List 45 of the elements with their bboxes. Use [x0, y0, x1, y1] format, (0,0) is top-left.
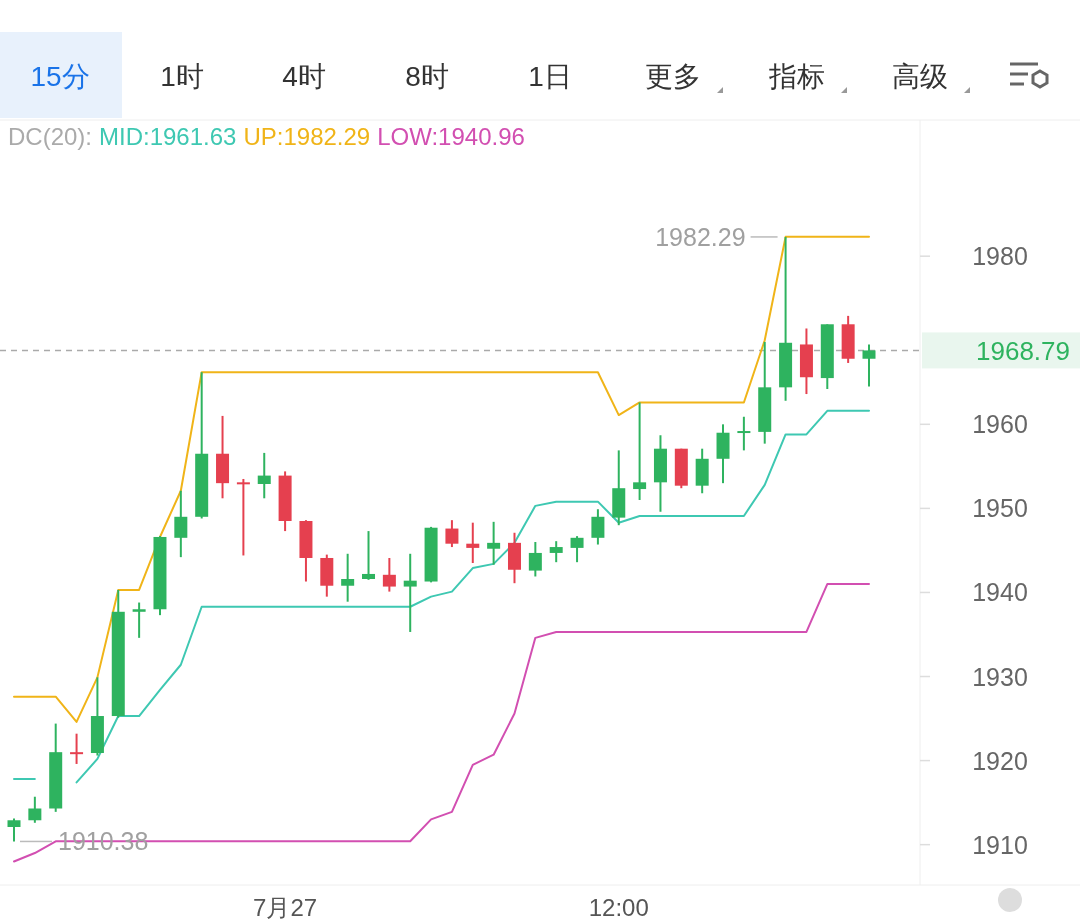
- candlestick: [132, 601, 146, 639]
- candlestick: [382, 556, 396, 593]
- candlestick: [7, 817, 21, 843]
- text: 1日: [528, 61, 572, 92]
- candlestick: [403, 552, 417, 633]
- text: LOW:1940.96: [377, 123, 525, 150]
- y-tick-label: 1940: [972, 578, 1028, 607]
- text: 4时: [282, 61, 326, 92]
- y-tick-label: 1930: [972, 662, 1028, 691]
- text: 更多: [645, 61, 701, 92]
- candlestick: [362, 530, 376, 581]
- y-tick-label: 1910: [972, 830, 1028, 859]
- text: 高级: [892, 61, 948, 92]
- candlestick: [445, 519, 459, 549]
- ref-line-label: 1968.79: [976, 336, 1070, 367]
- text: 指标: [768, 61, 825, 92]
- text: UP:1982.29: [243, 123, 371, 150]
- y-tick-label: 1950: [972, 494, 1028, 523]
- text: 1时: [160, 61, 204, 92]
- y-tick-label: 1980: [972, 242, 1028, 271]
- y-tick-label: 1960: [972, 410, 1028, 439]
- line-series: [13, 583, 870, 863]
- candlestick: [633, 401, 647, 501]
- candlestick: [70, 732, 84, 765]
- text: 8时: [405, 61, 449, 92]
- candlestick: [549, 540, 563, 564]
- candlestick: [28, 795, 42, 824]
- candlestick: [257, 451, 271, 500]
- candlestick: [862, 343, 876, 388]
- candlestick: [591, 508, 605, 546]
- annotation: DC(20):: [8, 123, 93, 150]
- candlestick: [570, 535, 584, 564]
- candlestick: [487, 520, 501, 566]
- y-tick-label: 1920: [972, 746, 1028, 775]
- x-tick-label: 12:00: [588, 894, 649, 920]
- text: 15分: [30, 61, 90, 92]
- candlestick: [236, 477, 250, 557]
- annotation: 1982.29: [655, 222, 746, 251]
- candlestick: [341, 552, 355, 603]
- x-tick-label: 7月27: [253, 894, 318, 920]
- candlestick: [174, 489, 188, 559]
- text: MID:1961.63: [99, 123, 237, 150]
- candlestick: [466, 521, 480, 565]
- candlestick: [737, 415, 751, 452]
- candlestick: [528, 541, 542, 578]
